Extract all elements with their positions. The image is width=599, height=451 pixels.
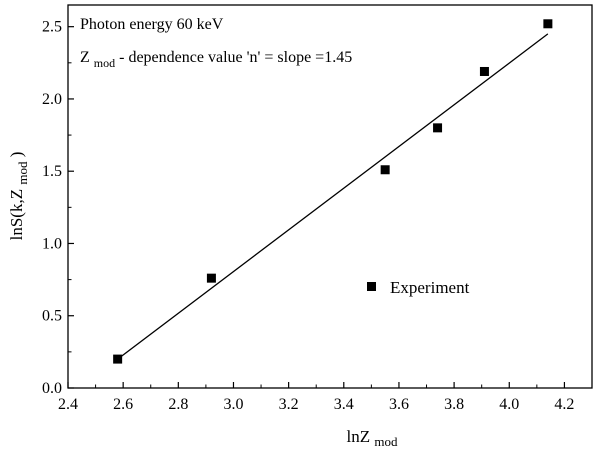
legend-marker [367,282,376,291]
x-axis-title: lnZ mod [347,427,398,449]
x-tick-label: 4.0 [499,396,519,413]
y-axis-title-main: lnS(k,Z [7,189,26,240]
annotation-line-1: Photon energy 60 keV [80,16,224,33]
data-point [206,273,216,283]
x-tick-label: 2.8 [168,396,188,413]
annotation-line-2: Z mod - dependence value 'n' = slope =1.… [80,49,352,71]
y-tick-label: 1.5 [42,163,62,180]
x-tick-label: 3.0 [223,396,243,413]
y-axis-ticks: 0.0 0.5 1.0 1.5 2.0 2.5 [42,19,74,397]
annotation-z-subscript: mod [94,56,115,70]
data-point [543,19,553,29]
data-point [113,354,123,364]
y-tick-label: 0.0 [42,380,62,397]
y-axis-title-subscript: mod [15,161,30,185]
y-axis-title: lnS(k,Z mod ) [7,152,31,241]
x-tick-label: 4.2 [554,396,574,413]
x-tick-label: 2.4 [58,396,78,413]
x-axis-title-main: lnZ [347,427,371,446]
x-tick-label: 3.6 [389,396,409,413]
x-tick-label: 3.2 [279,396,299,413]
fit-line [117,33,549,360]
data-points [113,19,553,364]
data-point [479,66,489,76]
y-tick-label: 0.5 [42,308,62,325]
y-tick-label: 2.0 [42,91,62,108]
y-tick-label: 1.0 [42,235,62,252]
x-axis-ticks: 2.4 2.6 2.8 3.0 3.2 3.4 3.6 3.8 4.0 4.2 [58,382,574,413]
data-point [433,123,443,133]
legend-label: Experiment [390,278,470,297]
y-tick-label: 2.5 [42,19,62,36]
x-tick-label: 3.4 [334,396,354,413]
annotation-z: Z [80,49,90,66]
y-axis-title-end: ) [7,152,26,158]
plot-frame [67,4,593,389]
x-tick-label: 3.8 [444,396,464,413]
x-tick-label: 2.6 [113,396,133,413]
x-axis-title-subscript: mod [374,434,398,449]
annotation-slope-text: - dependence value 'n' = slope =1.45 [119,49,352,66]
data-point [380,165,390,175]
